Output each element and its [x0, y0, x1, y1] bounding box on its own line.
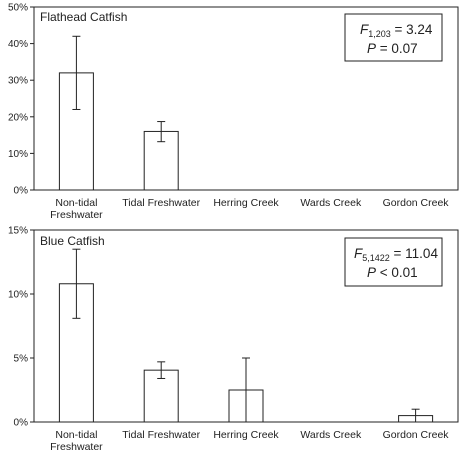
- bar: [58, 72, 94, 191]
- category-label: Freshwater: [50, 441, 103, 450]
- p-value-label: P < 0.01: [367, 265, 418, 280]
- category-label: Tidal Freshwater: [122, 429, 200, 441]
- flathead-catfish-panel: Flathead Catfish F1,203 = 3.24 P = 0.07 …: [8, 3, 459, 222]
- y-tick-label: 0%: [14, 186, 29, 197]
- y-tick-label: 50%: [8, 3, 28, 14]
- category-label: Tidal Freshwater: [122, 197, 200, 209]
- plot-frame: [33, 6, 459, 191]
- p-value: < 0.01: [376, 265, 418, 280]
- p-value: = 0.07: [376, 41, 418, 56]
- f-statistic-label: F5,1422 = 11.04: [354, 246, 438, 263]
- category-label: Non-tidal: [55, 429, 97, 441]
- category-label: Wards Creek: [300, 197, 362, 209]
- p-value-label: P = 0.07: [367, 41, 418, 56]
- y-tick-label: 10%: [8, 290, 28, 301]
- y-tick-label: 30%: [8, 76, 28, 87]
- f-statistic-label: F1,203 = 3.24: [360, 22, 433, 39]
- f-degrees-of-freedom: 1,203: [368, 29, 391, 39]
- panel-title: Flathead Catfish: [40, 10, 127, 24]
- p-symbol: P: [367, 265, 376, 280]
- category-label: Wards Creek: [300, 429, 362, 441]
- p-symbol: P: [367, 41, 376, 56]
- y-tick-label: 20%: [8, 112, 28, 123]
- category-label: Herring Creek: [213, 429, 279, 441]
- y-tick-label: 40%: [8, 39, 28, 50]
- stat-box: [344, 13, 443, 62]
- category-label: Non-tidal: [55, 197, 97, 209]
- category-label: Gordon Creek: [383, 429, 450, 441]
- f-symbol: F: [354, 246, 363, 261]
- y-tick-label: 5%: [14, 354, 29, 365]
- category-label: Freshwater: [50, 209, 103, 221]
- y-tick-label: 0%: [14, 418, 29, 429]
- panel-title: Blue Catfish: [40, 234, 105, 248]
- y-tick-label: 10%: [8, 149, 28, 160]
- f-degrees-of-freedom: 5,1422: [362, 253, 390, 263]
- blue-catfish-panel: Blue Catfish F5,1422 = 11.04 P < 0.01 0%…: [8, 226, 459, 450]
- category-label: Herring Creek: [213, 197, 279, 209]
- stat-box: [344, 237, 443, 287]
- f-value: = 11.04: [390, 246, 439, 261]
- category-label: Gordon Creek: [383, 197, 450, 209]
- bar: [58, 283, 94, 423]
- f-symbol: F: [360, 22, 369, 37]
- f-value: = 3.24: [391, 22, 433, 37]
- y-tick-label: 15%: [8, 226, 28, 237]
